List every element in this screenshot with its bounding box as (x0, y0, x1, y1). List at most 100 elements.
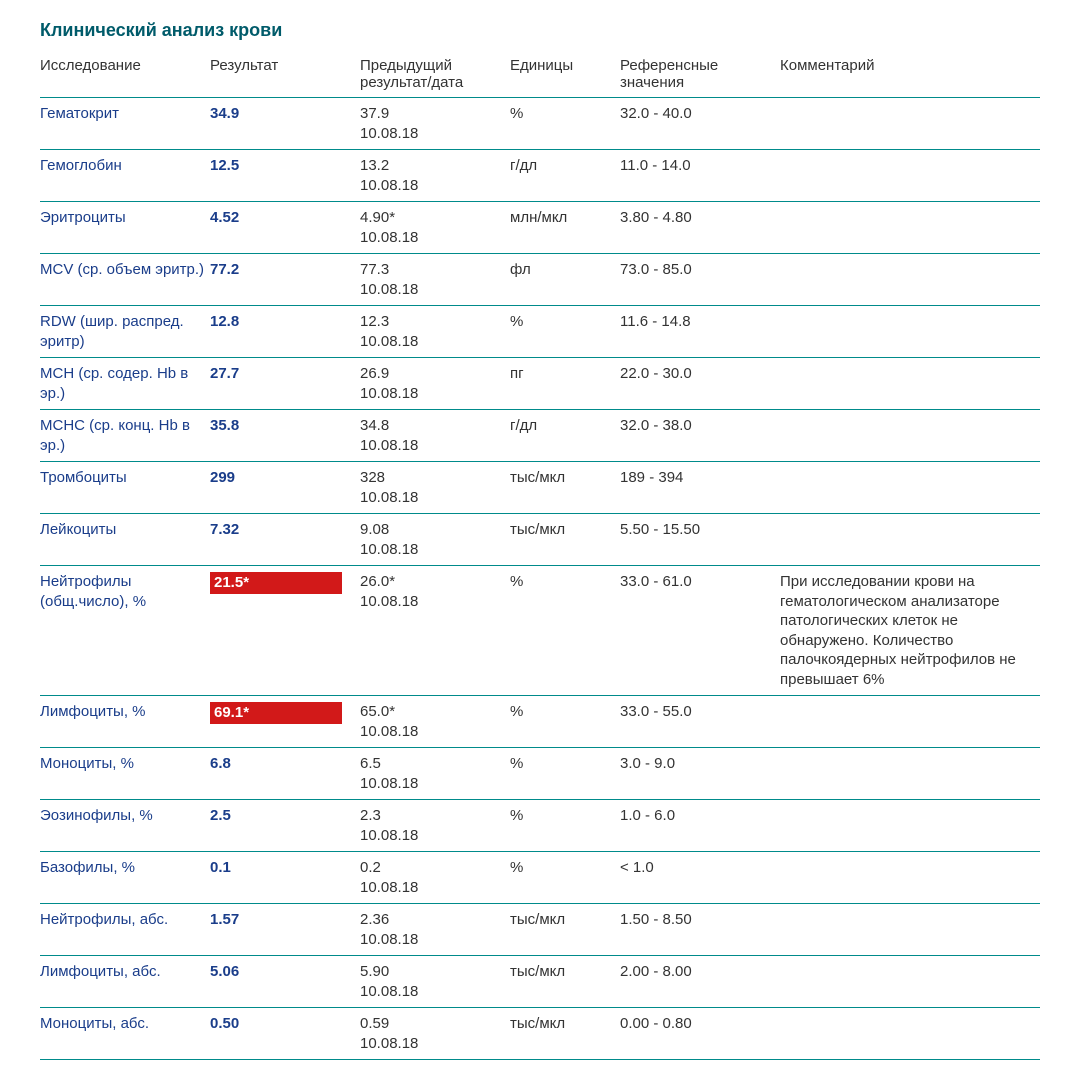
units: % (510, 696, 620, 748)
comment (780, 514, 1040, 566)
units: тыс/мкл (510, 462, 620, 514)
test-result: 4.52 (210, 202, 360, 254)
test-result: 27.7 (210, 358, 360, 410)
units: г/дл (510, 150, 620, 202)
test-result: 12.5 (210, 150, 360, 202)
comment (780, 358, 1040, 410)
prev-date: 10.08.18 (360, 826, 506, 846)
table-header-row: Исследование Результат Предыдущий резуль… (40, 51, 1040, 98)
comment (780, 410, 1040, 462)
prev-value: 9.08 (360, 520, 506, 540)
test-result: 1.57 (210, 904, 360, 956)
test-result: 5.06 (210, 956, 360, 1008)
table-row: Нейтрофилы (общ.число), %21.5* 26.0*10.08… (40, 566, 1040, 696)
prev-date: 10.08.18 (360, 436, 506, 456)
test-result: 77.2 (210, 254, 360, 306)
test-name: MCHC (ср. конц. Hb в эр.) (40, 410, 210, 462)
test-result: 35.8 (210, 410, 360, 462)
test-result: 12.8 (210, 306, 360, 358)
reference-range: 1.50 - 8.50 (620, 904, 780, 956)
test-name: Эритроциты (40, 202, 210, 254)
test-result: 69.1* (210, 696, 360, 748)
prev-date: 10.08.18 (360, 774, 506, 794)
test-name: Лейкоциты (40, 514, 210, 566)
prev-result: 34.810.08.18 (360, 410, 510, 462)
col-prev: Предыдущий результат/дата (360, 51, 510, 98)
prev-result: 13.210.08.18 (360, 150, 510, 202)
prev-date: 10.08.18 (360, 878, 506, 898)
table-row: RDW (шир. распред. эритр)12.812.310.08.1… (40, 306, 1040, 358)
units: % (510, 748, 620, 800)
units: тыс/мкл (510, 956, 620, 1008)
test-name: MCH (ср. содер. Hb в эр.) (40, 358, 210, 410)
test-name: Нейтрофилы, абс. (40, 904, 210, 956)
reference-range: 0.00 - 0.80 (620, 1008, 780, 1060)
units: % (510, 98, 620, 150)
reference-range: 22.0 - 30.0 (620, 358, 780, 410)
table-row: Базофилы, %0.10.210.08.18%< 1.0 (40, 852, 1040, 904)
reference-range: 11.6 - 14.8 (620, 306, 780, 358)
comment (780, 202, 1040, 254)
test-result: 0.50 (210, 1008, 360, 1060)
test-name: Гематокрит (40, 98, 210, 150)
reference-range: 32.0 - 38.0 (620, 410, 780, 462)
prev-result: 77.310.08.18 (360, 254, 510, 306)
prev-date: 10.08.18 (360, 930, 506, 950)
prev-date: 10.08.18 (360, 280, 506, 300)
table-row: Эозинофилы, %2.52.310.08.18%1.0 - 6.0 (40, 800, 1040, 852)
comment (780, 1008, 1040, 1060)
reference-range: 73.0 - 85.0 (620, 254, 780, 306)
prev-result: 2.310.08.18 (360, 800, 510, 852)
abnormal-flag: 69.1* (210, 702, 342, 724)
prev-value: 6.5 (360, 754, 506, 774)
units: % (510, 566, 620, 696)
reference-range: 32.0 - 40.0 (620, 98, 780, 150)
table-row: Лимфоциты, абс.5.065.9010.08.18тыс/мкл2.… (40, 956, 1040, 1008)
col-comment: Комментарий (780, 51, 1040, 98)
prev-result: 65.0*10.08.18 (360, 696, 510, 748)
prev-result: 12.310.08.18 (360, 306, 510, 358)
prev-result: 26.0*10.08.18 (360, 566, 510, 696)
test-name: Базофилы, % (40, 852, 210, 904)
table-row: Лимфоциты, %69.1*65.0*10.08.18%33.0 - 55… (40, 696, 1040, 748)
table-row: Моноциты, абс.0.500.5910.08.18тыс/мкл0.0… (40, 1008, 1040, 1060)
comment (780, 462, 1040, 514)
prev-date: 10.08.18 (360, 176, 506, 196)
prev-value: 4.90* (360, 208, 506, 228)
prev-value: 13.2 (360, 156, 506, 176)
units: % (510, 306, 620, 358)
abnormal-flag: 21.5* (210, 572, 342, 594)
prev-value: 77.3 (360, 260, 506, 280)
test-result: 2.5 (210, 800, 360, 852)
table-row: MCHC (ср. конц. Hb в эр.)35.834.810.08.1… (40, 410, 1040, 462)
prev-value: 26.9 (360, 364, 506, 384)
test-name: Моноциты, абс. (40, 1008, 210, 1060)
prev-value: 0.2 (360, 858, 506, 878)
prev-date: 10.08.18 (360, 540, 506, 560)
table-row: Гемоглобин12.513.210.08.18г/дл11.0 - 14.… (40, 150, 1040, 202)
units: тыс/мкл (510, 514, 620, 566)
prev-result: 9.0810.08.18 (360, 514, 510, 566)
table-row: Тромбоциты29932810.08.18тыс/мкл189 - 394 (40, 462, 1040, 514)
prev-value: 328 (360, 468, 506, 488)
comment (780, 98, 1040, 150)
test-result: 299 (210, 462, 360, 514)
report-title: Клинический анализ крови (40, 20, 1040, 41)
prev-result: 0.210.08.18 (360, 852, 510, 904)
col-name: Исследование (40, 51, 210, 98)
reference-range: 1.0 - 6.0 (620, 800, 780, 852)
prev-value: 65.0* (360, 702, 506, 722)
reference-range: 2.00 - 8.00 (620, 956, 780, 1008)
test-name: Нейтрофилы (общ.число), % (40, 566, 210, 696)
prev-value: 26.0* (360, 572, 506, 592)
prev-result: 5.9010.08.18 (360, 956, 510, 1008)
reference-range: 11.0 - 14.0 (620, 150, 780, 202)
reference-range: 3.80 - 4.80 (620, 202, 780, 254)
blood-test-table: Исследование Результат Предыдущий резуль… (40, 51, 1040, 1060)
reference-range: 189 - 394 (620, 462, 780, 514)
prev-date: 10.08.18 (360, 1034, 506, 1054)
units: фл (510, 254, 620, 306)
prev-value: 2.36 (360, 910, 506, 930)
prev-date: 10.08.18 (360, 982, 506, 1002)
prev-result: 37.910.08.18 (360, 98, 510, 150)
